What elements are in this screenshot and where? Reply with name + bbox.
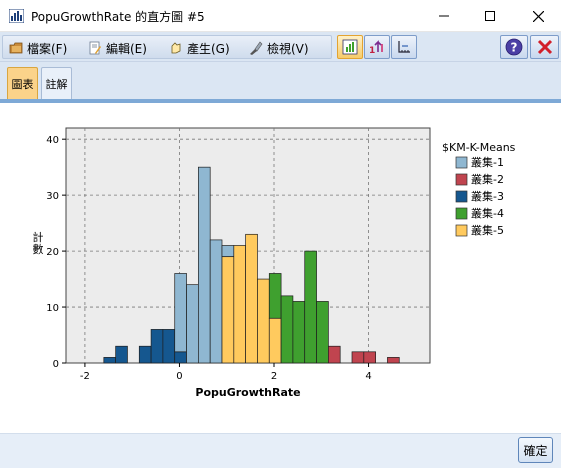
legend-title: $KM-K-Means: [442, 141, 516, 154]
histogram-bar: [363, 351, 376, 364]
histogram-bar: [328, 345, 341, 364]
tab-notes[interactable]: 註解: [41, 67, 72, 99]
y-tick-label: 30: [46, 191, 59, 202]
menu-edit[interactable]: 編輯(E): [88, 39, 147, 57]
histogram-bar: [138, 345, 152, 364]
histogram-bar: [268, 317, 282, 364]
axis-icon: [398, 41, 410, 53]
legend-swatch: [455, 224, 468, 237]
histogram-bar: [198, 166, 211, 364]
generate-icon: [171, 42, 181, 54]
ok-button-label: 確定: [523, 443, 548, 458]
sort-icon: 1: [369, 40, 383, 55]
maximize-icon: [485, 11, 495, 21]
view-icon: [250, 41, 263, 55]
svg-text:?: ?: [511, 41, 518, 55]
menu-view-label: 檢視(V): [267, 41, 309, 56]
tab-notes-label: 註解: [45, 77, 68, 91]
maximize-button[interactable]: [467, 0, 513, 32]
histogram-bar: [174, 273, 187, 353]
y-axis-label-char: 計: [33, 230, 44, 244]
histogram-bar: [233, 245, 246, 364]
histogram-bar: [351, 351, 365, 364]
menu-view[interactable]: 檢視(V): [249, 39, 309, 57]
chart-panel: -2 0 2 4 0 10 20 30 40 PopuGrowthRate 計數 $KM-K-M…: [0, 103, 561, 433]
menu-bar: 檔案(F) 編輯(E) 產生(G) 檢視(V): [0, 32, 561, 62]
x-tick-label: -2: [80, 371, 90, 382]
axis-button[interactable]: [391, 35, 417, 59]
y-axis-label-char: 數: [33, 243, 44, 256]
file-icon: [9, 42, 23, 54]
tab-divider: [0, 99, 561, 103]
histogram-bar: [316, 301, 329, 364]
menu-edit-label: 編輯(E): [106, 41, 147, 56]
close-window-button[interactable]: [515, 0, 561, 32]
tab-strip: 圖表 註解: [0, 62, 561, 102]
histogram-bar: [221, 256, 235, 364]
histogram-bar: [174, 351, 187, 364]
histogram-app-icon: [9, 9, 24, 23]
close-red-icon: [537, 39, 552, 55]
histogram-bar: [103, 357, 116, 364]
legend-label: 叢集-1: [471, 155, 504, 169]
x-axis-label: PopuGrowthRate: [195, 386, 300, 399]
help-button[interactable]: ?: [500, 35, 528, 59]
title-bar: PopuGrowthRate 的直方圖 #5: [0, 0, 561, 32]
legend-swatch: [455, 207, 468, 220]
histogram-bar: [268, 273, 282, 319]
chart-edit-icon: [342, 39, 358, 55]
histogram-bar: [221, 245, 235, 258]
legend-label: 叢集-2: [471, 172, 504, 186]
x-tick-label: 4: [365, 371, 371, 382]
legend-label: 叢集-4: [471, 206, 504, 220]
close-icon: [532, 10, 544, 22]
minimize-icon: [439, 15, 449, 17]
legend-swatch: [455, 173, 468, 186]
histogram-bar: [209, 239, 223, 364]
legend: $KM-K-Means 叢集-1 叢集-2 叢集-3 叢集-4 叢集-5: [442, 141, 516, 237]
footer-bar: [0, 433, 561, 468]
legend-swatch: [455, 156, 468, 169]
histogram-bar: [280, 295, 294, 364]
minimize-button[interactable]: [421, 0, 467, 32]
histogram-bar: [186, 284, 199, 364]
sort-button[interactable]: 1: [364, 35, 390, 59]
legend-swatch: [455, 190, 468, 203]
x-tick-label: 2: [271, 371, 277, 382]
bars-layer: [103, 166, 400, 364]
y-tick-label: 0: [53, 359, 59, 370]
histogram-bar: [162, 329, 176, 364]
ok-button[interactable]: 確定: [518, 437, 553, 463]
menu-group: 檔案(F) 編輯(E) 產生(G) 檢視(V): [2, 35, 332, 59]
close-output-button[interactable]: [530, 35, 559, 59]
tab-chart[interactable]: 圖表: [7, 67, 38, 99]
edit-mode-button[interactable]: [337, 35, 363, 59]
y-axis-label: 計數: [33, 230, 44, 256]
y-tick-label: 10: [46, 303, 59, 314]
histogram-bar: [150, 329, 164, 364]
y-tick-label: 20: [46, 247, 59, 258]
menu-generate-label: 產生(G): [187, 41, 230, 56]
histogram-bar: [257, 278, 270, 364]
svg-text:1: 1: [369, 46, 375, 55]
legend-label: 叢集-3: [471, 189, 504, 203]
help-icon: ?: [505, 38, 523, 56]
legend-label: 叢集-5: [471, 223, 504, 237]
menu-file-label: 檔案(F): [27, 41, 68, 56]
tab-chart-label: 圖表: [11, 77, 34, 91]
histogram-bar: [387, 357, 400, 364]
histogram-bar: [245, 233, 258, 364]
y-tick-label: 40: [46, 135, 59, 146]
menu-file[interactable]: 檔案(F): [9, 39, 67, 57]
x-tick-label: 0: [176, 371, 182, 382]
histogram-bar: [115, 345, 128, 364]
menu-generate[interactable]: 產生(G): [169, 39, 230, 57]
edit-icon: [89, 41, 101, 55]
histogram-bar: [304, 250, 317, 364]
window-title: PopuGrowthRate 的直方圖 #5: [31, 10, 205, 24]
histogram-bar: [292, 301, 306, 364]
